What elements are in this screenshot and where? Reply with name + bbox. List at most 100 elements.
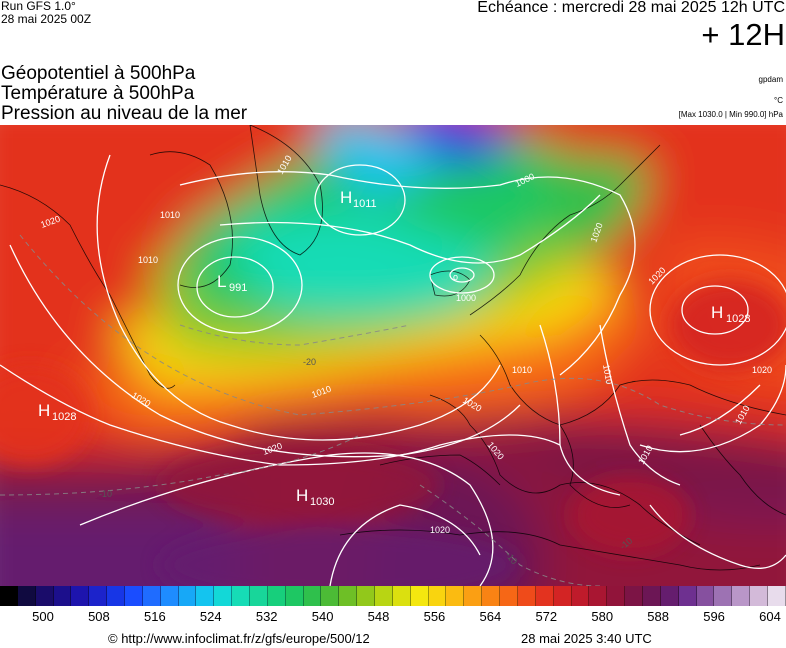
isobar-label: 1020 <box>752 365 772 375</box>
title-geopotential: Géopotentiel à 500hPa <box>1 63 196 84</box>
color-scale-ticks: 500 508 516 524 532 540 548 556 564 572 580 588 596 6… <box>0 609 786 625</box>
isobar-label: 1010 <box>601 364 614 385</box>
high-center-1028-west: H 1028 <box>38 401 76 423</box>
color-scale-cell <box>196 586 215 606</box>
color-scale-cell <box>410 586 429 606</box>
color-scale-tick: 532 <box>255 609 278 624</box>
color-scale-tick: 500 <box>32 609 54 624</box>
isobar-label: 1020 <box>430 525 450 535</box>
unit-pressure-range: [Max 1030.0 | Min 990.0] hPa <box>678 110 783 119</box>
pressure-center-type: H <box>38 401 50 420</box>
isotherms <box>0 234 786 586</box>
color-scale-cell <box>17 586 36 606</box>
color-scale-cell <box>178 586 197 606</box>
color-scale-tick: 516 <box>143 609 166 624</box>
isobars <box>0 154 786 586</box>
color-scale-tick: 548 <box>367 609 390 624</box>
color-scale-tick: 556 <box>423 609 446 624</box>
color-scale-tick: 580 <box>591 609 614 624</box>
color-scale-cell <box>607 586 626 606</box>
color-scale-cell <box>553 586 572 606</box>
pressure-center-type: H <box>296 486 308 505</box>
color-scale-cell <box>732 586 751 606</box>
color-scale-tick: 604 <box>759 609 781 624</box>
color-scale-cell <box>232 586 251 606</box>
coastlines <box>0 125 786 571</box>
color-scale-tick: 540 <box>311 609 334 624</box>
color-scale-tick: 564 <box>479 609 502 624</box>
color-scale-cell <box>107 586 126 606</box>
isobar-label: 1010 <box>512 365 532 375</box>
isobar-label: 1000 <box>456 293 476 303</box>
color-scale-cell <box>375 586 393 606</box>
color-scale-cell <box>517 586 536 606</box>
color-scale-cell <box>392 586 411 606</box>
color-scale-cell <box>303 586 322 606</box>
title-pressure: Pression au niveau de la mer <box>1 103 248 124</box>
isobar-label: 1010 <box>160 210 180 220</box>
high-center-1028-east: H 1028 <box>711 303 750 325</box>
color-scale-cell <box>250 586 268 606</box>
color-scale-cell <box>714 586 733 606</box>
pressure-center-type: L <box>217 272 226 291</box>
color-scale-cell <box>357 586 376 606</box>
weather-map: H 1011 L 991 H 1028 H 1028 H 1030 o 1 <box>0 125 786 586</box>
color-scale-cell <box>535 586 554 606</box>
color-scale-cell <box>696 586 715 606</box>
color-scale-cell <box>428 586 447 606</box>
color-scale-cell <box>35 586 54 606</box>
source-url: © http://www.infoclimat.fr/z/gfs/europe/… <box>108 631 370 646</box>
high-center-1030: H 1030 <box>296 486 334 508</box>
color-scale-tick: 596 <box>703 609 725 624</box>
pressure-center-value: 1011 <box>353 198 377 210</box>
low-center-991: L 991 <box>217 272 247 294</box>
color-scale-tick: 572 <box>535 609 558 624</box>
color-scale-cell <box>642 586 661 606</box>
high-center-1011: H 1011 <box>340 188 377 210</box>
isobar-label: 1010 <box>138 255 158 265</box>
color-scale-cell <box>0 586 18 606</box>
color-scale-cell <box>125 586 143 606</box>
pressure-center-type: H <box>711 303 723 322</box>
forecast-offset: + 12H <box>701 17 785 52</box>
color-scale-cell <box>214 586 233 606</box>
color-scale-tick: 508 <box>88 609 110 624</box>
color-scale-cell <box>767 586 786 606</box>
pressure-center-value: 1028 <box>726 313 750 325</box>
color-scale-cell <box>321 586 340 606</box>
pressure-centers: H 1011 L 991 H 1028 H 1028 H 1030 o <box>38 188 750 508</box>
color-scale-cell <box>464 586 483 606</box>
color-scale <box>0 586 786 606</box>
color-scale-tick: 524 <box>199 609 222 624</box>
color-scale-cell <box>267 586 286 606</box>
color-scale-cell <box>625 586 643 606</box>
color-scale-cell <box>160 586 179 606</box>
unit-temperature: °C <box>774 96 783 105</box>
color-scale-cell <box>750 586 768 606</box>
render-time: 28 mai 2025 3:40 UTC <box>521 631 652 646</box>
pressure-center-value: 991 <box>229 282 247 294</box>
color-scale-cell <box>142 586 161 606</box>
color-scale-cell <box>571 586 590 606</box>
color-scale-cell <box>589 586 608 606</box>
pressure-center-value: 1030 <box>310 496 334 508</box>
color-scale-cell <box>53 586 72 606</box>
color-scale-cell <box>71 586 90 606</box>
pressure-center-value: 1028 <box>52 411 76 423</box>
color-scale-cell <box>678 586 697 606</box>
color-scale-cell <box>339 586 358 606</box>
color-scale-cell <box>660 586 679 606</box>
unit-geopotential: gpdam <box>758 75 783 84</box>
color-scale-cell <box>482 586 501 606</box>
title-temperature: Température à 500hPa <box>1 83 195 104</box>
color-scale-cell <box>446 586 465 606</box>
low-marker: o <box>453 272 458 282</box>
pressure-center-type: H <box>340 188 352 207</box>
forecast-validity: Echéance : mercredi 28 mai 2025 12h UTC <box>477 0 785 16</box>
color-scale-tick: 588 <box>647 609 669 624</box>
run-date: 28 mai 2025 00Z <box>1 12 92 26</box>
color-scale-cell <box>89 586 108 606</box>
run-label: Run GFS 1.0° <box>1 0 76 13</box>
isotherm-label: -10 <box>99 489 112 499</box>
isotherm-label: -20 <box>303 357 316 367</box>
